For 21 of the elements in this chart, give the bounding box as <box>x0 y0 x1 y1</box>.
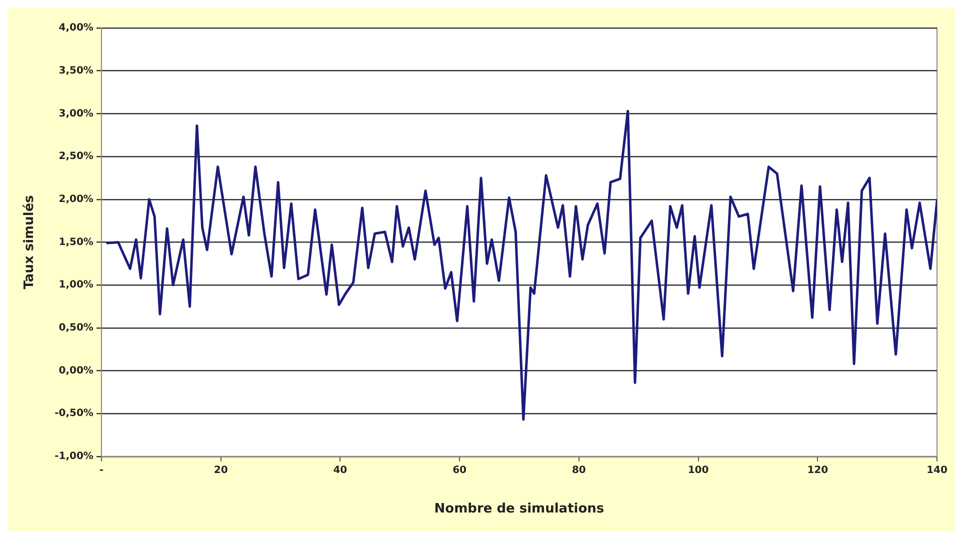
x-tick-label: 120 <box>807 464 828 476</box>
y-tick-label: 2,50% <box>58 151 94 162</box>
x-tick-label: 20 <box>214 464 228 476</box>
y-tick-label: -0,50% <box>54 408 94 420</box>
y-tick-label: 2,00% <box>58 194 94 205</box>
y-tick-label: 1,50% <box>58 236 94 248</box>
y-tick-label: 3,00% <box>58 108 94 120</box>
y-tick-label: 0,00% <box>58 365 94 376</box>
x-tick-label: 40 <box>333 464 348 476</box>
x-axis-title: Nombre de simulations <box>434 502 604 517</box>
y-tick-label: 0,50% <box>58 322 94 334</box>
y-tick-label: -1,00% <box>54 450 94 462</box>
y-tick-label: 4,00% <box>58 22 94 34</box>
x-tick-label: 100 <box>688 464 709 476</box>
y-axis-title: Taux simulés <box>22 194 38 290</box>
x-tick-label: 140 <box>926 464 948 476</box>
y-tick-label: 3,50% <box>58 65 94 76</box>
y-tick-label: 1,00% <box>58 280 94 291</box>
x-tick-label: 80 <box>572 464 586 476</box>
x-tick-label: 60 <box>452 464 467 476</box>
x-tick-label: - <box>99 464 104 476</box>
